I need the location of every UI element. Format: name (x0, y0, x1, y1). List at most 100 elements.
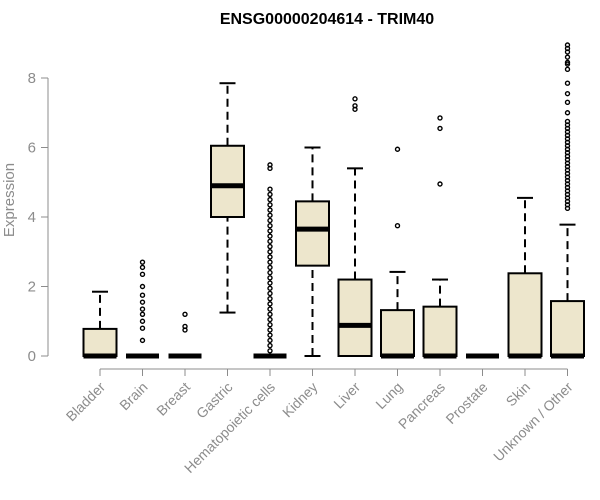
outlier-point (267, 162, 273, 168)
x-tick-label: Breast (153, 379, 193, 419)
outlier-point (267, 311, 273, 317)
outlier-point (267, 290, 273, 297)
outlier-point (182, 323, 188, 330)
y-axis: 0 2 4 6 8 (28, 70, 49, 365)
x-tick-label: Prostate (442, 379, 490, 427)
chart-title: ENSG00000204614 - TRIM40 (220, 11, 434, 28)
box-skin (507, 196, 543, 359)
x-tick-label: Bladder (63, 379, 109, 425)
outlier-point (267, 196, 273, 203)
outlier-point (564, 80, 571, 86)
box-kidney (295, 146, 330, 357)
outlier-point (139, 271, 146, 278)
outlier-point (267, 228, 273, 234)
outlier-point (267, 217, 273, 224)
outlier-point (437, 115, 443, 121)
outlier-point (139, 325, 146, 331)
outlier-point (564, 59, 571, 66)
outlier-point (267, 332, 273, 338)
outlier-point (352, 103, 358, 109)
outlier-point (267, 212, 273, 218)
y-tick-label: 6 (28, 140, 36, 157)
outlier-point (139, 259, 146, 265)
outlier-point (267, 233, 273, 239)
outlier-point (267, 222, 273, 229)
outlier-point (267, 254, 273, 260)
outlier-point (394, 146, 401, 152)
box-unknown-other (550, 42, 585, 359)
x-tick-label: Kidney (279, 379, 321, 421)
outlier-point (437, 125, 443, 132)
x-tick-label: Liver (330, 379, 363, 412)
box-rect (295, 200, 330, 267)
outlier-point (139, 337, 146, 344)
outlier-point (267, 207, 273, 213)
box-rect (380, 309, 415, 358)
outlier-point (267, 243, 273, 250)
x-tick-label: Brain (116, 379, 150, 413)
box-rect (422, 305, 458, 357)
outlier-point (267, 306, 273, 312)
outlier-point (564, 90, 571, 97)
outlier-point (139, 318, 146, 324)
outlier-point (564, 42, 571, 48)
x-tick-label: Pancreas (395, 379, 448, 432)
box-rect (337, 278, 373, 357)
box-rect (550, 300, 585, 357)
box-lung (380, 146, 415, 359)
outlier-point (564, 118, 571, 125)
outlier-point (564, 66, 571, 73)
box-liver (337, 96, 373, 357)
y-tick-label: 8 (28, 70, 36, 87)
x-tick-label: Lung (372, 379, 405, 412)
box-hematopoietic-cells (253, 162, 287, 359)
outlier-point (267, 316, 273, 323)
outlier-point (139, 299, 146, 305)
box-rect (210, 144, 245, 218)
box-gastric (210, 82, 245, 314)
outlier-point (267, 322, 273, 328)
y-tick-label: 2 (28, 279, 36, 296)
outlier-point (267, 259, 273, 265)
box-pancreas (422, 115, 458, 359)
y-tick-label: 0 (28, 348, 36, 365)
outlier-point (267, 301, 273, 307)
outlier-point (267, 269, 273, 276)
outlier-point (139, 283, 146, 290)
outlier-point (182, 311, 188, 317)
outlier-point (267, 264, 273, 271)
box-brain (126, 259, 159, 359)
box-rect (82, 327, 118, 357)
outlier-point (267, 342, 273, 349)
x-tick-label: Skin (503, 379, 534, 410)
y-axis-label: Expression (1, 163, 18, 237)
outlier-point (267, 275, 273, 281)
outlier-point (564, 54, 571, 60)
outlier-point (437, 181, 443, 187)
outlier-point (139, 306, 146, 312)
outlier-point (139, 292, 146, 298)
outlier-point (267, 327, 273, 333)
box-bladder (82, 290, 118, 359)
outlier-point (267, 337, 273, 344)
x-tick-label: Unknown / Other (490, 379, 576, 465)
y-tick-label: 4 (28, 209, 36, 226)
outlier-point (267, 285, 273, 291)
outlier-point (352, 96, 358, 102)
outlier-point (267, 348, 273, 354)
outlier-point (267, 202, 273, 208)
outlier-point (139, 264, 146, 271)
outlier-point (267, 295, 273, 302)
outlier-point (267, 238, 273, 245)
outlier-point (267, 186, 273, 192)
box-rect (507, 272, 543, 358)
outlier-point (267, 249, 273, 255)
outlier-point (564, 99, 571, 106)
outlier-point (564, 110, 571, 116)
box-series (82, 42, 585, 359)
box-breast (168, 311, 202, 359)
outlier-point (267, 191, 273, 198)
outlier-point (139, 311, 146, 317)
